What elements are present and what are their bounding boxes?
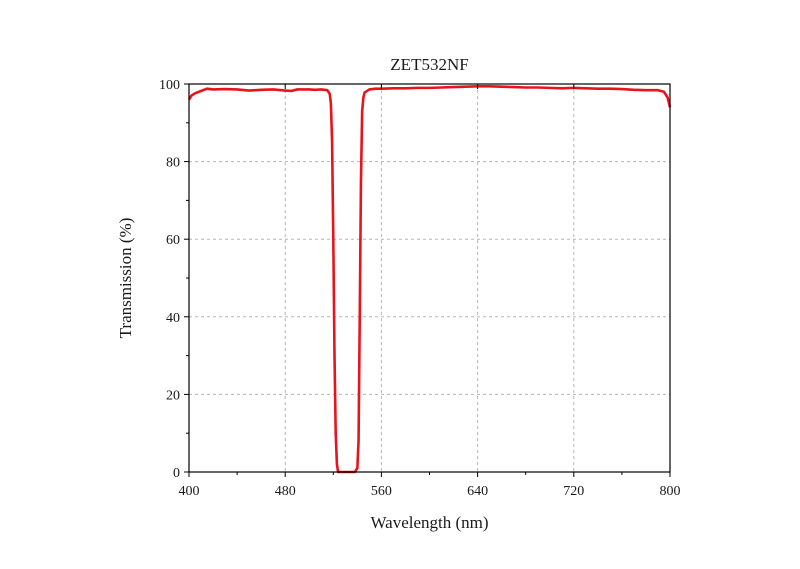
x-tick-label: 400 [179, 484, 200, 499]
y-tick-label: 100 [159, 78, 180, 93]
y-tick-label: 0 [173, 466, 180, 481]
x-tick-label: 720 [563, 484, 584, 499]
y-axis-title: Transmission (%) [116, 218, 135, 339]
y-tick-label: 80 [166, 156, 180, 171]
tick-labels: 400 480 560 640 720 800 0 20 40 60 80 100 [159, 78, 681, 499]
plot-frame [188, 83, 671, 473]
x-tick-label: 560 [371, 484, 392, 499]
chart-title: ZET532NF [390, 55, 468, 74]
x-tick-label: 800 [660, 484, 681, 499]
y-tick-label: 60 [166, 233, 180, 248]
transmission-line [187, 85, 672, 474]
gridlines [189, 84, 670, 472]
x-tick-label: 480 [275, 484, 296, 499]
x-axis-title: Wavelength (nm) [370, 513, 488, 532]
axis-ticks [184, 83, 671, 477]
y-tick-label: 40 [166, 311, 180, 326]
x-tick-label: 640 [467, 484, 488, 499]
y-tick-label: 20 [166, 388, 180, 403]
